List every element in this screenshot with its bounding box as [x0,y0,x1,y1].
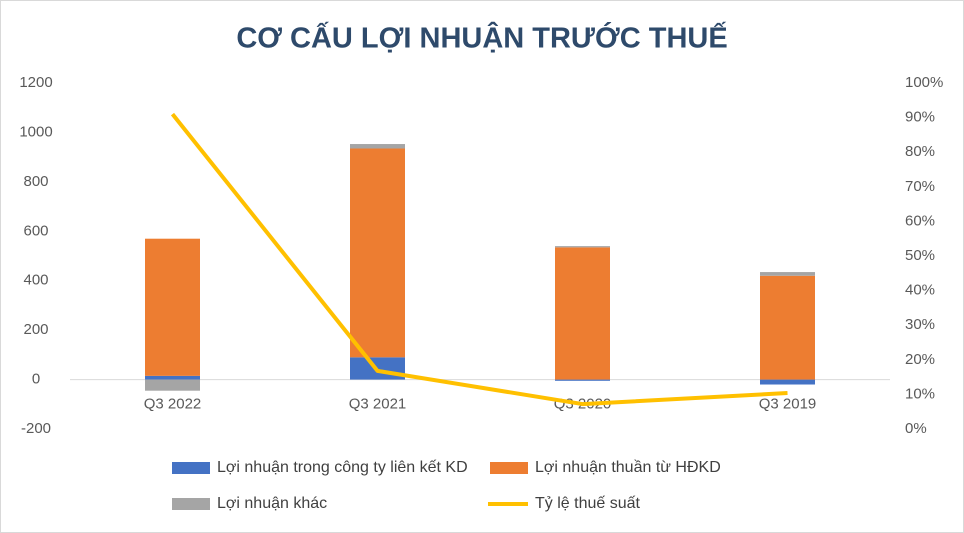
legend-label: Lợi nhuận trong công ty liên kết KD [217,459,468,476]
bar [145,238,200,376]
y-tick-label: 1000 [19,123,52,140]
y-tick-label: 0 [32,371,40,388]
y2-tick-label: 10% [905,385,935,402]
legend-label: Lợi nhuận thuần từ HĐKD [535,459,721,476]
bar [350,148,405,358]
chart-title: CƠ CẤU LỢI NHUẬN TRƯỚC THUẾ [236,21,727,55]
y2-tick-label: 40% [905,282,935,299]
y2-tick-label: 60% [905,212,935,229]
bar [145,379,200,391]
bar [555,379,610,381]
line [170,112,788,407]
x-tick-label: Q3 2019 [759,396,817,413]
y2-tick-label: 30% [905,316,935,333]
x-tick-label: Q3 2021 [349,396,407,413]
legend-swatch [172,462,210,474]
y-tick-label: 800 [23,173,48,190]
y2-tick-label: 100% [905,74,943,91]
y2-tick-label: 80% [905,143,935,160]
y2-tick-label: 50% [905,247,935,264]
y2-tick-label: 20% [905,351,935,368]
y2-tick-label: 70% [905,178,935,195]
y-tick-label: -200 [21,420,51,437]
y-tick-label: 200 [23,321,48,338]
y2-tick-label: 0% [905,420,927,437]
legend-swatch [490,462,528,474]
y-tick-label: 600 [23,222,48,239]
x-tick-label: Q3 2022 [144,396,202,413]
y2-tick-label: 90% [905,109,935,126]
y-tick-label: 1200 [19,74,52,91]
bar [145,375,200,380]
bar [760,272,815,276]
bar [555,246,610,248]
bar [760,275,815,380]
y-tick-label: 400 [23,272,48,289]
bar [760,379,815,385]
legend-label: Tỷ lệ thuế suất [535,495,641,512]
legend-label: Lợi nhuận khác [217,495,327,512]
bar [350,144,405,149]
legend-swatch [172,498,210,510]
bar [555,247,610,380]
